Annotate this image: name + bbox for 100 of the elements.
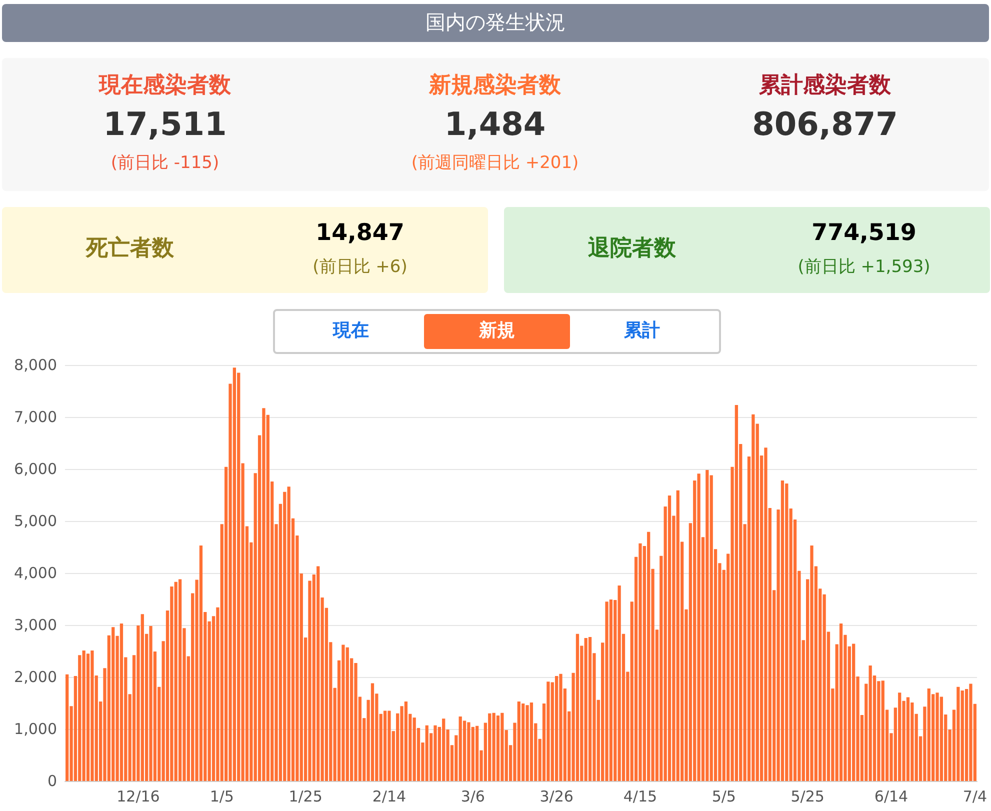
y-tick-label: 5,000 bbox=[14, 512, 57, 530]
bar bbox=[462, 720, 466, 781]
bar bbox=[383, 710, 387, 781]
bar bbox=[500, 712, 504, 781]
bar bbox=[404, 701, 408, 781]
bar bbox=[940, 696, 944, 781]
bar bbox=[388, 710, 391, 781]
bar bbox=[174, 582, 178, 781]
text: 1,484 bbox=[443, 105, 547, 143]
x-tick-label: 3/26 bbox=[540, 788, 574, 806]
bar bbox=[588, 636, 592, 781]
text: 累計 bbox=[624, 320, 660, 341]
bar bbox=[764, 448, 768, 781]
x-tick-label: 12/16 bbox=[116, 788, 160, 806]
bar bbox=[346, 647, 349, 781]
bar bbox=[810, 545, 814, 781]
bar bbox=[554, 676, 558, 781]
bar bbox=[927, 688, 930, 781]
bar bbox=[316, 566, 320, 781]
text: 14,847 bbox=[314, 220, 406, 246]
bar bbox=[467, 722, 470, 781]
bar bbox=[706, 470, 709, 781]
bar bbox=[734, 405, 738, 781]
text: (前日比 +6) bbox=[312, 256, 408, 278]
x-tick-label: 3/6 bbox=[460, 788, 485, 806]
bar bbox=[605, 602, 608, 781]
bar bbox=[752, 414, 755, 781]
bar bbox=[576, 634, 580, 781]
bar bbox=[839, 623, 843, 781]
bar bbox=[881, 680, 884, 781]
bar bbox=[647, 532, 650, 781]
text: 17,511 bbox=[102, 105, 228, 143]
bar bbox=[442, 718, 446, 781]
x-tick-label: 1/25 bbox=[288, 788, 322, 806]
bar bbox=[262, 408, 266, 781]
text: 新規 bbox=[479, 320, 515, 341]
bar bbox=[149, 626, 152, 781]
y-tick-label: 4,000 bbox=[14, 564, 57, 582]
x-tick-label: 6/14 bbox=[874, 788, 908, 806]
bar bbox=[526, 705, 529, 781]
text: 死亡者数 bbox=[84, 234, 175, 263]
bar bbox=[496, 715, 500, 781]
bar bbox=[559, 674, 562, 781]
bar bbox=[476, 726, 479, 781]
bar bbox=[199, 545, 203, 781]
bar bbox=[354, 662, 358, 781]
text: 774,519 bbox=[810, 220, 918, 246]
bar bbox=[492, 712, 496, 781]
bar bbox=[140, 614, 144, 781]
bar bbox=[82, 650, 86, 781]
text: 現在感染者数 bbox=[98, 72, 232, 100]
text: 退院者数 bbox=[587, 235, 677, 263]
bar bbox=[517, 701, 520, 781]
x-tick-label: 5/25 bbox=[790, 788, 824, 806]
bar bbox=[232, 368, 236, 781]
y-tick-label: 0 bbox=[47, 772, 57, 790]
bar bbox=[697, 474, 700, 781]
text: 累計感染者数 bbox=[758, 72, 892, 100]
y-tick-label: 1,000 bbox=[14, 720, 57, 738]
bar bbox=[370, 683, 374, 781]
bar bbox=[969, 684, 972, 781]
text: 806,877 bbox=[751, 105, 899, 143]
y-tick-label: 8,000 bbox=[14, 356, 57, 374]
bar bbox=[530, 702, 534, 781]
text: 現在 bbox=[333, 320, 369, 341]
y-tick-label: 7,000 bbox=[14, 408, 57, 426]
bar bbox=[178, 579, 182, 781]
bar bbox=[609, 600, 613, 781]
bar bbox=[458, 716, 462, 781]
bar bbox=[956, 686, 960, 781]
bar bbox=[868, 666, 872, 781]
x-tick-label: 2/14 bbox=[372, 788, 406, 806]
bar bbox=[120, 623, 124, 781]
bar bbox=[287, 486, 290, 781]
bar bbox=[584, 638, 588, 781]
text: (前日比 -115) bbox=[110, 152, 220, 174]
y-tick-label: 6,000 bbox=[14, 460, 57, 478]
bar bbox=[66, 674, 69, 781]
bar bbox=[960, 690, 964, 781]
y-tick-label: 3,000 bbox=[14, 616, 57, 634]
x-tick-label: 5/5 bbox=[712, 788, 736, 806]
text: (前日比 +1,593) bbox=[796, 256, 932, 278]
bar bbox=[906, 697, 910, 781]
bar bbox=[342, 644, 345, 781]
bar bbox=[780, 480, 784, 781]
bar bbox=[936, 692, 939, 781]
y-tick-label: 2,000 bbox=[14, 668, 57, 686]
bar bbox=[852, 644, 856, 781]
bar bbox=[86, 654, 90, 781]
x-tick-label: 7/4 bbox=[962, 788, 987, 806]
x-tick-label: 1/5 bbox=[210, 788, 234, 806]
bar bbox=[546, 682, 550, 781]
bar bbox=[638, 543, 642, 781]
text: (前週同曜日比 +201) bbox=[410, 152, 580, 174]
bar bbox=[425, 725, 428, 781]
bar bbox=[898, 692, 902, 781]
bar bbox=[434, 725, 437, 781]
bar bbox=[488, 713, 492, 781]
bar bbox=[90, 650, 94, 781]
text: 国内の発生状況 bbox=[424, 9, 566, 36]
